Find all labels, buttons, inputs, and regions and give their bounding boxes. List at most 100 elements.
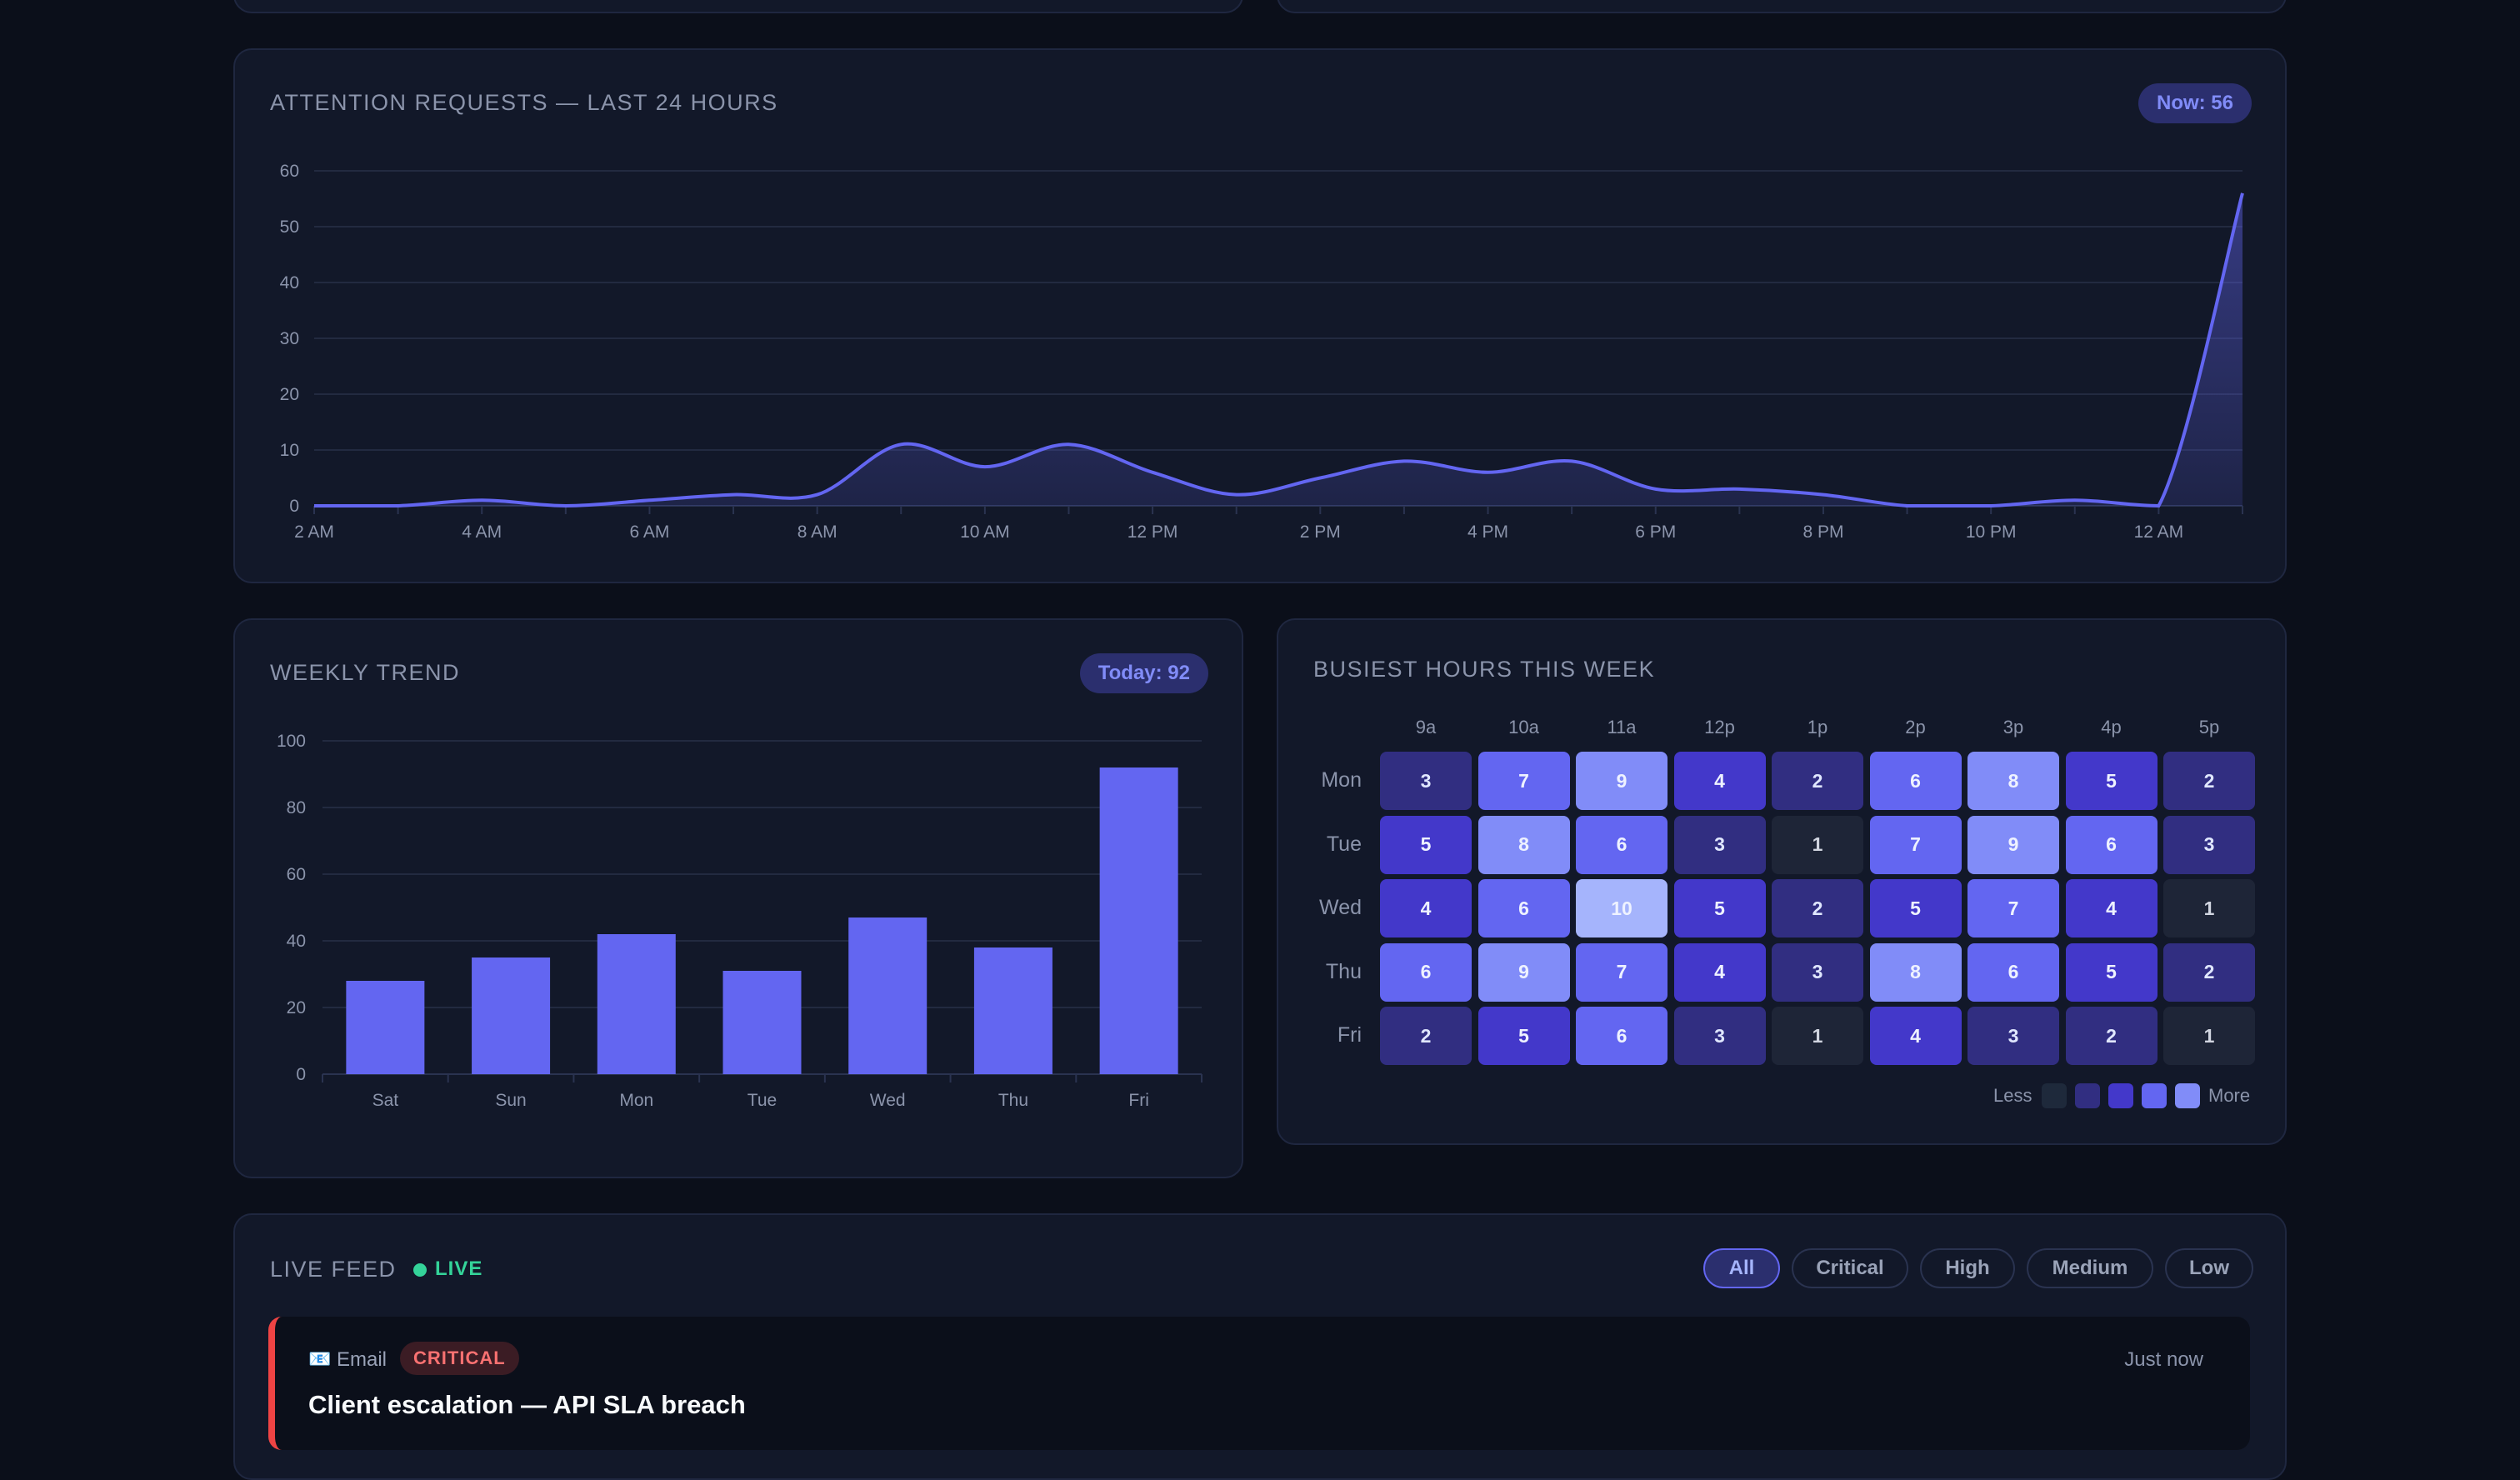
bar xyxy=(973,948,1052,1074)
legend-swatch xyxy=(2075,1083,2100,1108)
heatmap-cell[interactable]: 1 xyxy=(2163,1007,2255,1065)
heatmap-column-label: 10a xyxy=(1508,717,1539,738)
x-tick-label: 2 AM xyxy=(294,522,334,542)
heatmap-cell[interactable]: 2 xyxy=(1772,879,1863,938)
heatmap-cell[interactable]: 9 xyxy=(1478,942,1570,1002)
x-tick-label: Sat xyxy=(372,1091,399,1110)
heatmap-cell[interactable]: 3 xyxy=(1673,815,1766,874)
x-tick-label: 10 PM xyxy=(1966,522,2017,542)
filter-high-button[interactable]: High xyxy=(1920,1248,2015,1288)
x-tick-label: 6 AM xyxy=(630,522,670,542)
heatmap-cell[interactable]: 5 xyxy=(1478,1007,1570,1065)
heatmap-cell[interactable]: 2 xyxy=(2163,752,2255,810)
heatmap-cell[interactable]: 1 xyxy=(2163,879,2255,938)
heatmap-cell[interactable]: 3 xyxy=(1673,1007,1766,1065)
heatmap-cell[interactable]: 5 xyxy=(1673,879,1766,938)
today-badge: Today: 92 xyxy=(1079,653,1208,693)
y-tick-label: 20 xyxy=(280,385,299,404)
bar xyxy=(722,971,802,1074)
heatmap-cell[interactable]: 7 xyxy=(1478,752,1570,810)
feed-item[interactable]: 📧 Email CRITICAL Just now Client escalat… xyxy=(268,1317,2250,1450)
heatmap-cell[interactable]: 8 xyxy=(1478,815,1570,874)
x-tick-label: Thu xyxy=(998,1091,1028,1110)
y-tick-label: 50 xyxy=(280,218,299,237)
y-tick-label: 40 xyxy=(287,932,306,951)
weekly-trend-card: WEEKLY TREND Today: 92 0 20 40 60 80 100 Sat Su… xyxy=(233,618,1243,1178)
busiest-hours-card: BUSIEST HOURS THIS WEEK 9a 10a 11a 12p 1p 2p 3… xyxy=(1277,618,2287,1145)
heatmap-cell[interactable]: 4 xyxy=(1673,942,1766,1002)
y-tick-label: 40 xyxy=(280,273,299,292)
busiest-hours-title: BUSIEST HOURS THIS WEEK xyxy=(1313,657,1656,682)
heatmap-cell[interactable]: 5 xyxy=(1869,879,1962,938)
heatmap-cell[interactable]: 2 xyxy=(1772,752,1863,810)
series-line xyxy=(314,192,2244,508)
heatmap-cell[interactable]: 7 xyxy=(1869,815,1962,874)
heatmap-cell[interactable]: 3 xyxy=(1968,1007,2059,1065)
heatmap-row-label: Tue xyxy=(1326,832,1362,856)
heatmap-cell[interactable]: 5 xyxy=(2065,942,2158,1002)
heatmap-cell[interactable]: 8 xyxy=(1968,752,2059,810)
filter-low-button[interactable]: Low xyxy=(2165,1248,2253,1288)
bar xyxy=(1099,768,1178,1074)
y-tick-label: 0 xyxy=(296,1065,306,1084)
x-tick-label: Sun xyxy=(495,1091,526,1110)
heatmap-cell[interactable]: 2 xyxy=(1380,1007,1472,1065)
x-tick-label: 12 AM xyxy=(2134,522,2184,542)
heatmap-cell[interactable]: 6 xyxy=(1478,879,1570,938)
heatmap-cell[interactable]: 5 xyxy=(1380,815,1472,874)
filter-medium-button[interactable]: Medium xyxy=(2027,1248,2153,1288)
heatmap-cell[interactable]: 9 xyxy=(1968,815,2059,874)
top-card-left xyxy=(233,0,1243,13)
heatmap-cell[interactable]: 3 xyxy=(2163,815,2255,874)
y-tick-label: 80 xyxy=(287,798,306,818)
x-tick-label: 10 AM xyxy=(960,522,1010,542)
heatmap-cell[interactable]: 1 xyxy=(1772,815,1863,874)
y-tick-label: 60 xyxy=(287,865,306,884)
x-tick-label: 4 AM xyxy=(462,522,502,542)
feed-item-title: Client escalation — API SLA breach xyxy=(308,1390,746,1419)
heatmap-cell[interactable]: 4 xyxy=(1673,752,1766,810)
heatmap-cell[interactable]: 6 xyxy=(1968,942,2059,1002)
legend-swatch xyxy=(2142,1083,2167,1108)
heatmap-cell[interactable]: 1 xyxy=(1772,1007,1863,1065)
weekly-trend-title: WEEKLY TREND xyxy=(270,660,461,685)
heatmap-cell[interactable]: 5 xyxy=(2065,752,2158,810)
heatmap-cell[interactable]: 6 xyxy=(1576,1007,1668,1065)
area-fill xyxy=(314,192,2242,507)
heatmap-cell[interactable]: 9 xyxy=(1576,752,1668,810)
severity-badge: CRITICAL xyxy=(400,1342,519,1375)
heatmap-cell[interactable]: 4 xyxy=(1380,879,1472,938)
heatmap-cell[interactable]: 3 xyxy=(1380,752,1472,810)
heatmap-cell[interactable]: 6 xyxy=(1380,942,1472,1002)
heatmap-cell[interactable]: 4 xyxy=(1869,1007,1962,1065)
heatmap-cell[interactable]: 6 xyxy=(1576,815,1668,874)
heatmap-cell[interactable]: 6 xyxy=(1869,752,1962,810)
live-dot xyxy=(413,1263,427,1277)
attention-line-chart: 0 10 20 30 40 50 60 2 AM 4 AM 6 AM 8 AM 10 AM 12 PM 2… xyxy=(280,162,2244,542)
y-tick-label: 60 xyxy=(280,162,299,181)
heatmap-cell[interactable]: 3 xyxy=(1772,942,1863,1002)
heatmap-cell[interactable]: 8 xyxy=(1869,942,1962,1002)
filter-critical-button[interactable]: Critical xyxy=(1792,1248,1908,1288)
heatmap-cell[interactable]: 4 xyxy=(2065,879,2158,938)
heatmap-cell[interactable]: 2 xyxy=(2065,1007,2158,1065)
heatmap-column-label: 3p xyxy=(2002,717,2024,738)
heatmap-cell[interactable]: 7 xyxy=(1576,942,1668,1002)
heatmap-cell[interactable]: 2 xyxy=(2163,942,2255,1002)
heatmap-cell[interactable]: 7 xyxy=(1968,879,2059,938)
heatmap-cell[interactable]: 6 xyxy=(2065,815,2158,874)
attention-requests-title: ATTENTION REQUESTS — LAST 24 HOURS xyxy=(270,90,778,115)
x-tick-label: 4 PM xyxy=(1468,522,1508,542)
bar xyxy=(848,918,928,1074)
bar xyxy=(346,981,425,1074)
attention-requests-card: ATTENTION REQUESTS — LAST 24 HOURS Now: … xyxy=(233,48,2287,583)
x-tick-label: 8 PM xyxy=(1802,522,1843,542)
heatmap-column-label: 11a xyxy=(1607,717,1637,738)
filter-all-button[interactable]: All xyxy=(1703,1248,1780,1288)
heatmap-row-label: Fri xyxy=(1337,1023,1362,1047)
heatmap-column-label: 1p xyxy=(1807,717,1828,738)
bar xyxy=(472,958,551,1074)
feed-item-time: Just now xyxy=(2124,1348,2203,1371)
heatmap-cell[interactable]: 10 xyxy=(1576,879,1668,938)
x-tick-label: 2 PM xyxy=(1300,522,1341,542)
